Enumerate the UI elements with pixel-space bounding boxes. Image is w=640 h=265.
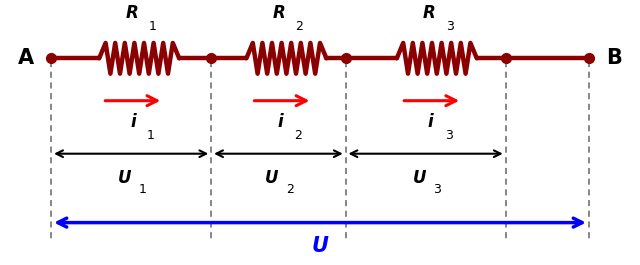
Text: i: i [278,113,283,131]
Text: 3: 3 [433,183,441,196]
Text: U: U [312,236,328,257]
Text: A: A [17,48,34,68]
Text: 1: 1 [148,20,156,33]
Text: R: R [273,4,285,22]
Text: 2: 2 [294,129,302,142]
Text: i: i [131,113,136,131]
Text: 1: 1 [139,183,147,196]
Text: U: U [265,169,279,187]
Text: 2: 2 [286,183,294,196]
Text: 1: 1 [147,129,155,142]
Text: R: R [125,4,138,22]
Text: U: U [412,169,426,187]
Text: 3: 3 [446,20,454,33]
Text: U: U [118,169,132,187]
Text: R: R [423,4,436,22]
Text: B: B [607,48,622,68]
Text: 2: 2 [296,20,303,33]
Text: 3: 3 [445,129,452,142]
Text: i: i [428,113,433,131]
